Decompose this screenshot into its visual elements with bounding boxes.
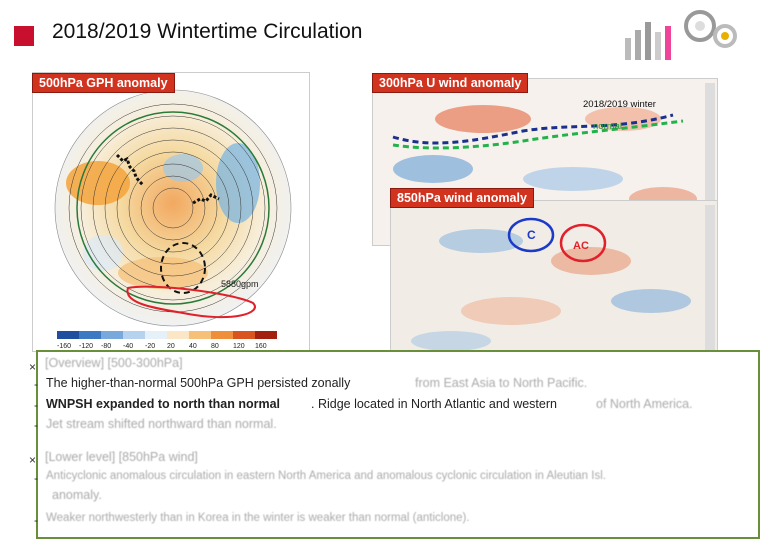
- colorbar-tick: -80: [101, 343, 111, 350]
- w850-anomaly-label: 850hPa wind anomaly: [390, 188, 534, 208]
- winter-legend-label: 2018/2019 winter: [583, 99, 656, 110]
- colorbar-tick: 20: [167, 343, 175, 350]
- gph-anomaly-map: 5880gpm -160 -120 -80 -40 -20 20 40 80 1…: [32, 72, 310, 352]
- colorbar-tick: 40: [189, 343, 197, 350]
- colorbar-tick: -40: [123, 343, 133, 350]
- section-header-overview: [Overview] [500-300hPa]: [45, 356, 183, 370]
- summary-line-1a: The higher-than-normal 500hPa GPH persis…: [46, 376, 351, 390]
- section-header-lower-level: [Lower level] [850hPa wind]: [45, 450, 198, 464]
- summary-line-3: Jet stream shifted northward than normal…: [46, 417, 277, 431]
- gpm-label: 5880gpm: [221, 279, 259, 289]
- colorbar-tick: -20: [145, 343, 155, 350]
- bullet-marker: ×: [29, 453, 37, 467]
- gph-colorbar: -160 -120 -80 -40 -20 20 40 80 120 160: [57, 331, 277, 350]
- u300-anomaly-label: 300hPa U wind anomaly: [372, 73, 529, 93]
- dash-marker: -: [34, 513, 38, 527]
- bullet-marker: ×: [29, 360, 37, 374]
- chart-gear-logo: [625, 10, 737, 60]
- title-accent-bar: [14, 26, 34, 46]
- colorbar-tick: 120: [233, 343, 245, 350]
- summary-line-1b: from East Asia to North Pacific.: [415, 376, 588, 390]
- colorbar-tick: -160: [57, 343, 71, 350]
- cyclone-c-label: C: [527, 228, 536, 242]
- summary-line-4b: anomaly.: [52, 488, 102, 502]
- summary-line-2a: WNPSH expanded to north than normal: [46, 397, 281, 411]
- dash-marker: -: [34, 418, 38, 432]
- summary-line-5: Weaker northwesterly than in Korea in th…: [46, 512, 470, 524]
- dash-marker: -: [34, 398, 38, 412]
- anticyclone-ac-label: AC: [573, 240, 589, 252]
- summary-line-2b: . Ridge located in North Atlantic and we…: [311, 397, 557, 411]
- slide-title: 2018/2019 Wintertime Circulation: [52, 20, 363, 43]
- colorbar-tick: 160: [255, 343, 267, 350]
- gph-anomaly-label: 500hPa GPH anomaly: [32, 73, 175, 93]
- dash-marker: -: [34, 377, 38, 391]
- summary-line-4a: Anticyclonic anomalous circulation in ea…: [46, 470, 606, 482]
- colorbar-tick: -120: [79, 343, 93, 350]
- summary-box: × [Overview] [500-300hPa] - The higher-t…: [29, 350, 760, 539]
- normal-legend-label: normal: [593, 121, 622, 132]
- summary-line-2c: of North America.: [596, 397, 693, 411]
- colorbar-tick: 80: [211, 343, 219, 350]
- dash-marker: -: [34, 471, 38, 485]
- w850-anomaly-map: C AC: [390, 200, 718, 360]
